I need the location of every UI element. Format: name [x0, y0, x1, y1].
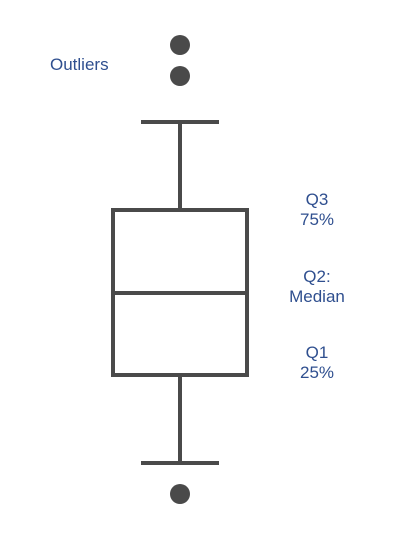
q1-label-name: Q1 [305, 343, 329, 362]
q2-median-label: Q2: Median [279, 267, 355, 307]
q2-label-median: Median [289, 287, 345, 306]
q3-label-percent: 75% [299, 210, 335, 229]
outlier-point-top [170, 35, 190, 55]
outlier-point-upper [170, 66, 190, 86]
outlier-point-bottom [170, 484, 190, 504]
q3-label: Q3 75% [279, 190, 355, 230]
outliers-label-text: Outliers [50, 55, 109, 74]
q2-label-name: Q2: [303, 267, 331, 286]
outliers-label: Outliers [50, 55, 109, 75]
q1-label: Q1 25% [279, 343, 355, 383]
q3-label-name: Q3 [305, 190, 329, 209]
q1-label-percent: 25% [299, 363, 335, 382]
